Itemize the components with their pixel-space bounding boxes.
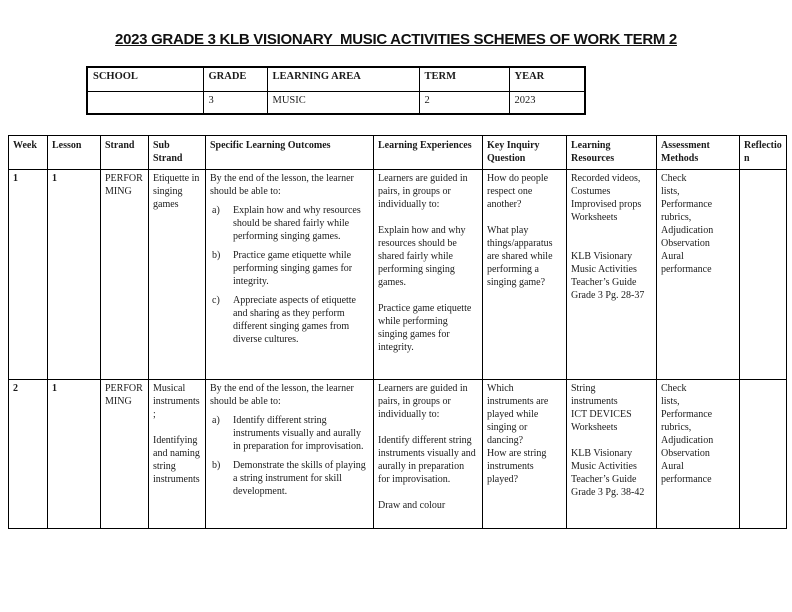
cell-learning-resources: String instruments ICT DEVICES Worksheet…: [566, 379, 657, 529]
outcome-item: Identify different string instruments vi…: [212, 414, 364, 452]
info-header-grade: GRADE: [202, 66, 268, 92]
col-header-reflection: Reflection: [739, 135, 787, 170]
outcome-item: Demonstrate the skills of playing a stri…: [212, 459, 366, 497]
cell-strand: PERFORMING: [100, 379, 149, 529]
info-value-year: 2023: [508, 90, 586, 115]
outcomes-block: By the end of the lesson, the learner sh…: [210, 382, 369, 498]
cell-specific-learning-outcomes: By the end of the lesson, the learner sh…: [205, 379, 374, 529]
cell-key-inquiry-question: How do people respect one another? What …: [482, 169, 567, 380]
info-header-school: SCHOOL: [86, 66, 204, 92]
cell-key-inquiry-question: Which instruments are played while singi…: [482, 379, 567, 529]
outcomes-intro: By the end of the lesson, the learner sh…: [210, 173, 354, 197]
cell-learning-experiences: Learners are guided in pairs, in groups …: [373, 169, 483, 380]
cell-lesson: 1: [47, 379, 101, 529]
col-header-learning-resources: Learning Resources: [566, 135, 657, 170]
table-row-week-2: 2 1 PERFORMING Musical instruments; Iden…: [8, 379, 787, 529]
info-header-term: TERM: [418, 66, 510, 92]
cell-reflection: [739, 169, 787, 380]
cell-week: 2: [8, 379, 48, 529]
info-value-row: 3 MUSIC 2 2023: [86, 90, 586, 115]
info-header-learning-area: LEARNING AREA: [266, 66, 420, 92]
cell-learning-experiences: Learners are guided in pairs, in groups …: [373, 379, 483, 529]
col-header-key-inquiry-question: Key Inquiry Question: [482, 135, 567, 170]
cell-lesson: 1: [47, 169, 101, 380]
col-header-specific-learning-outcomes: Specific Learning Outcomes: [205, 135, 374, 170]
cell-sub-strand: Musical instruments; Identifying and nam…: [148, 379, 206, 529]
info-value-school: [86, 90, 204, 115]
col-header-week: Week: [8, 135, 48, 170]
col-header-sub-strand: Sub Strand: [148, 135, 206, 170]
info-value-learning-area: MUSIC: [266, 90, 420, 115]
outcomes-block: By the end of the lesson, the learner sh…: [210, 172, 369, 346]
table-row-week-1: 1 1 PERFORMING Etiquette in singing game…: [8, 169, 787, 380]
col-header-lesson: Lesson: [47, 135, 101, 170]
document-title: 2023 GRADE 3 KLB VISIONARY MUSIC ACTIVIT…: [115, 31, 677, 48]
outcomes-intro: By the end of the lesson, the learner sh…: [210, 383, 354, 407]
info-header-year: YEAR: [508, 66, 586, 92]
schemes-of-work-table: Week Lesson Strand Sub Strand Specific L…: [8, 135, 787, 529]
cell-learning-resources: Recorded videos, Costumes Improvised pro…: [566, 169, 657, 380]
col-header-assessment-methods: Assessment Methods: [656, 135, 740, 170]
cell-week: 1: [8, 169, 48, 380]
info-value-grade: 3: [202, 90, 268, 115]
info-value-term: 2: [418, 90, 510, 115]
cell-assessment-methods: Check lists, Performance rubrics, Adjudi…: [656, 379, 740, 529]
outcome-item: Appreciate aspects of etiquette and shar…: [212, 294, 356, 345]
col-header-learning-experiences: Learning Experiences: [373, 135, 483, 170]
info-header-row: SCHOOL GRADE LEARNING AREA TERM YEAR: [86, 66, 586, 92]
outcome-item: Explain how and why resources should be …: [212, 204, 361, 242]
cell-sub-strand: Etiquette in singing games: [148, 169, 206, 380]
main-header-row: Week Lesson Strand Sub Strand Specific L…: [8, 135, 787, 170]
cell-assessment-methods: Check lists, Performance rubrics, Adjudi…: [656, 169, 740, 380]
outcome-item: Practice game etiquette while performing…: [212, 249, 353, 287]
school-info-table: SCHOOL GRADE LEARNING AREA TERM YEAR 3 M…: [86, 66, 586, 115]
cell-reflection: [739, 379, 787, 529]
col-header-strand: Strand: [100, 135, 149, 170]
cell-strand: PERFORMING: [100, 169, 149, 380]
cell-specific-learning-outcomes: By the end of the lesson, the learner sh…: [205, 169, 374, 380]
